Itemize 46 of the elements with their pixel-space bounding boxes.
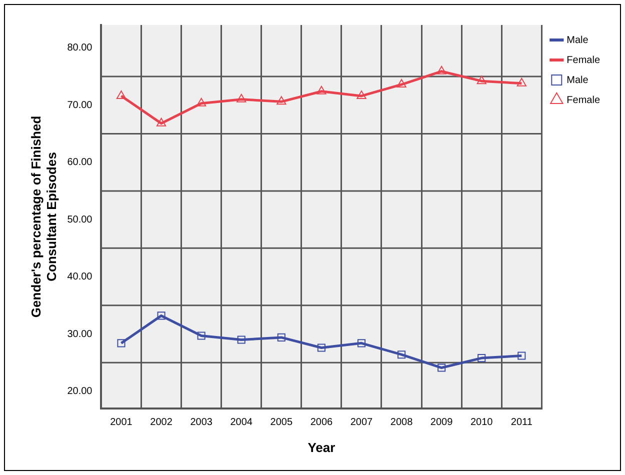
point bbox=[197, 332, 206, 340]
y-tick-label: 70.00 bbox=[67, 100, 93, 111]
x-tick-label: 2007 bbox=[350, 417, 374, 428]
y-tick-label: 50.00 bbox=[67, 214, 93, 226]
point bbox=[157, 312, 166, 320]
legend-label: Female bbox=[566, 94, 600, 106]
y-tick-label: 30.00 bbox=[67, 328, 93, 340]
y-tick-label: 20.00 bbox=[67, 386, 93, 397]
point bbox=[396, 79, 406, 88]
point bbox=[276, 96, 286, 105]
point bbox=[316, 86, 326, 94]
x-tick-label: 2008 bbox=[390, 417, 414, 428]
point bbox=[117, 339, 126, 348]
point bbox=[476, 76, 486, 84]
text: Male bbox=[566, 34, 588, 46]
y-tick-label: 80.00 bbox=[67, 42, 93, 54]
point bbox=[397, 350, 406, 359]
legend-label: Male bbox=[566, 74, 589, 86]
x-axis-title: Year bbox=[308, 440, 336, 455]
point bbox=[436, 66, 446, 74]
point bbox=[156, 118, 166, 126]
point bbox=[236, 94, 246, 102]
point bbox=[196, 98, 206, 106]
point bbox=[478, 354, 486, 362]
x-tick-label: 2005 bbox=[270, 417, 293, 428]
y-axis-title: Gender's percentage of Finished Consultant Episodes bbox=[28, 116, 59, 318]
x-tick-label: 2010 bbox=[470, 417, 494, 428]
x-tick-label: 2003 bbox=[190, 417, 213, 428]
x-tick-label: 2006 bbox=[310, 417, 333, 428]
point bbox=[518, 352, 526, 360]
point bbox=[317, 344, 326, 352]
point bbox=[438, 364, 446, 372]
text: Female bbox=[566, 54, 600, 66]
point bbox=[277, 333, 286, 342]
point bbox=[116, 90, 126, 99]
x-tick-label: 2011 bbox=[510, 417, 533, 428]
y-tick-label: 60.00 bbox=[67, 157, 93, 168]
y-tick-label: 40.00 bbox=[67, 272, 93, 283]
point bbox=[357, 339, 366, 348]
x-tick-label: 2002 bbox=[150, 417, 173, 428]
point bbox=[237, 336, 246, 344]
point bbox=[516, 78, 526, 86]
x-tick-label: 2004 bbox=[230, 417, 253, 428]
x-tick-label: 2009 bbox=[430, 417, 454, 428]
point bbox=[356, 90, 366, 99]
x-tick-label: 2001 bbox=[110, 417, 133, 428]
